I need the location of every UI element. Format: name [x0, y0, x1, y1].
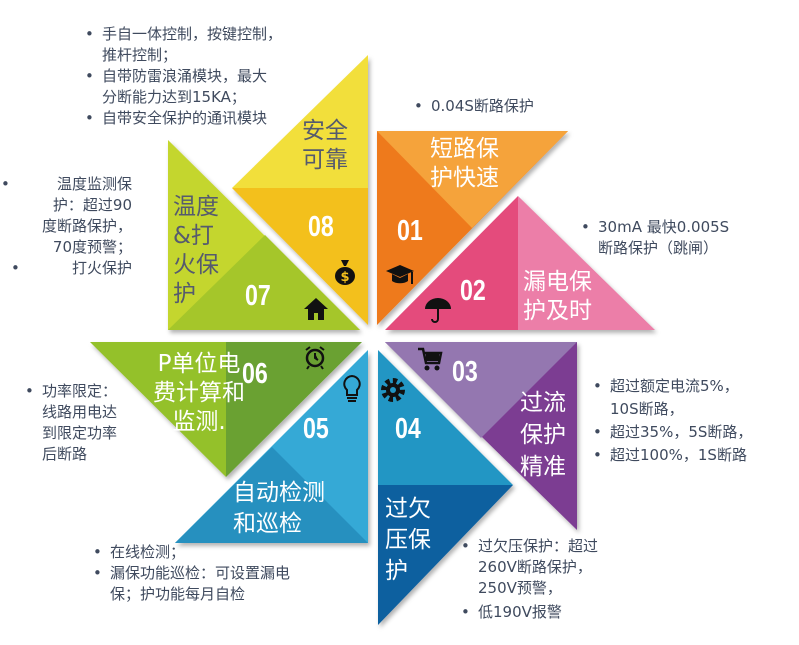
- segment-01-bullets: • 0.04S断路保护: [414, 97, 534, 115]
- segment-01-title: 短路保 护快速: [430, 136, 499, 191]
- segment-03-shape: [385, 342, 577, 530]
- segment-07-bullets: • 温度监测保 护：超过90 度断路保护， 70度预警； • 打火保护: [1, 175, 132, 277]
- alarm-clock-icon: [303, 344, 327, 374]
- segment-08-shape: [232, 55, 368, 325]
- segment-02-title: 漏电保 护及时: [523, 269, 592, 324]
- segment-06-title: P单位电 费计算和 监测.: [153, 351, 245, 435]
- segment-05-title: 自动检测 和巡检: [233, 480, 325, 537]
- segment-03-bullets: • 超过额定电流5%， 10S断路， • 超过35%，5S断路， • 超过100%，1S…: [593, 377, 753, 464]
- segment-01-number: 01: [397, 215, 423, 247]
- segment-01-shape: [377, 131, 568, 325]
- shopping-cart-icon: [417, 346, 443, 376]
- segment-04-number: 04: [395, 413, 421, 445]
- svg-text:$: $: [340, 270, 349, 285]
- segment-04-bullets: • 过欠压保护：超过 260V断路保护， 250V预警， • 低190V报警: [461, 537, 599, 621]
- segment-04-title: 过欠 压保护: [385, 496, 431, 584]
- umbrella-icon: [424, 296, 452, 328]
- segment-08-number: 08: [308, 211, 334, 243]
- segment-02-number: 02: [460, 275, 486, 307]
- house-icon: [302, 296, 330, 326]
- segment-07-title: 温度 &打 火保护: [173, 194, 219, 307]
- segment-03-title: 过流 保护 精准: [520, 390, 566, 480]
- segment-05-bullets: • 在线检测； • 漏保功能巡检：可设置漏电 保；护功能每月自检: [93, 543, 291, 603]
- segment-06-number: 06: [242, 358, 268, 390]
- segment-02-shape: [385, 196, 655, 330]
- segment-06-bullets: • 功率限定： 线路用电达 到限定功率 后断路: [25, 382, 118, 463]
- gear-icon: [379, 376, 407, 408]
- segment-06-shape: [90, 342, 362, 477]
- segment-02-bullets: • 30mA 最快0.005S 断路保护（跳闸）: [581, 218, 730, 257]
- graduation-cap-icon: [385, 262, 415, 294]
- segment-04-shape: [378, 350, 513, 625]
- money-bag-icon: $: [333, 258, 357, 290]
- segment-05-shape: [175, 350, 368, 543]
- segment-03-number: 03: [452, 356, 478, 388]
- segment-07-number: 07: [245, 280, 271, 312]
- segment-05-number: 05: [303, 413, 329, 445]
- lightbulb-icon: [342, 374, 362, 408]
- segment-08-bullets: • 手自一体控制，按键控制， 推杆控制； • 自带防雷浪涌模块，最大 分断能力达到15K…: [85, 25, 283, 127]
- segment-08-title: 安全 可靠: [302, 118, 348, 173]
